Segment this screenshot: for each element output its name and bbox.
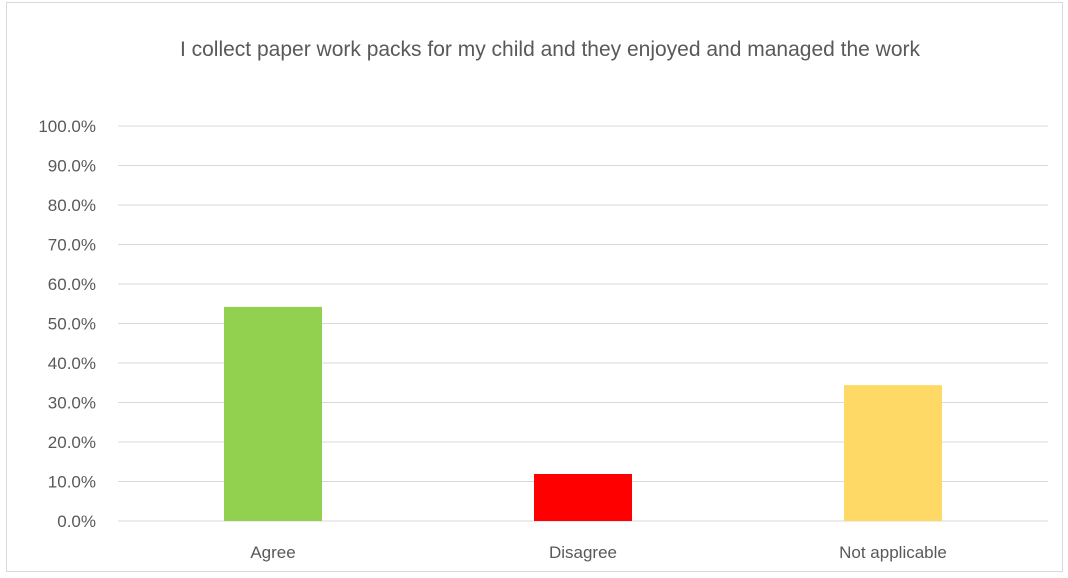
chart-title: I collect paper work packs for my child … [179, 38, 921, 61]
y-tick-label: 0.0% [57, 512, 96, 531]
y-tick-label: 10.0% [48, 473, 96, 492]
y-tick-label: 60.0% [48, 275, 96, 294]
bar-disagree [534, 473, 632, 521]
y-tick-label: 70.0% [48, 236, 96, 255]
y-tick-label: 80.0% [48, 196, 96, 215]
y-tick-label: 100.0% [38, 117, 96, 136]
x-category-label: Agree [250, 543, 295, 562]
x-category-label: Not applicable [839, 543, 947, 562]
y-tick-label: 40.0% [48, 354, 96, 373]
y-axis-tick-labels: 0.0% 10.0% 20.0% 30.0% 40.0% 50.0% 60.0% 70.0% 8… [38, 117, 96, 531]
y-tick-label: 30.0% [48, 394, 96, 413]
y-tick-label: 20.0% [48, 433, 96, 452]
bar-not-applicable [844, 385, 942, 521]
x-category-label: Disagree [549, 543, 617, 562]
bar-agree [224, 306, 322, 521]
y-tick-label: 50.0% [48, 315, 96, 334]
x-axis-category-labels: Agree Disagree Not applicable [250, 543, 947, 562]
bars [224, 306, 942, 521]
y-tick-label: 90.0% [48, 157, 96, 176]
